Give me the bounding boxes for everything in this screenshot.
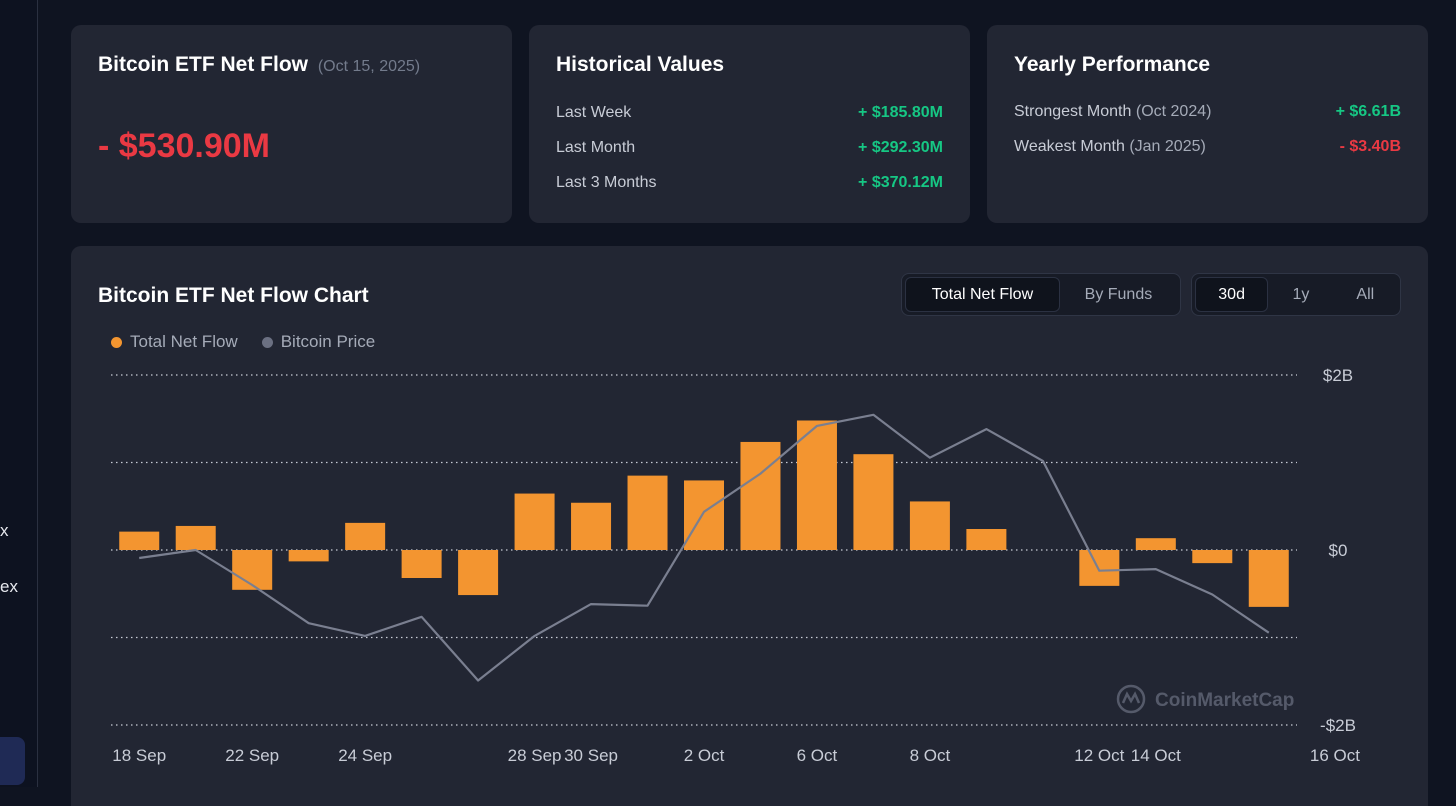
view-toggle: Total Net Flow By Funds <box>901 273 1181 316</box>
chart-title: Bitcoin ETF Net Flow Chart <box>98 284 369 307</box>
sidebar-item-fragment[interactable]: x <box>0 521 9 540</box>
net-flow-bar <box>909 501 950 550</box>
range-toggle: 30d 1y All <box>1191 273 1401 316</box>
legend-label: Total Net Flow <box>130 332 238 351</box>
net-flow-date: (Oct 15, 2025) <box>317 58 421 75</box>
legend-item-bitcoin-price[interactable]: Bitcoin Price <box>261 332 376 352</box>
row-value: + $370.12M <box>858 174 943 191</box>
row-value: + $292.30M <box>858 139 943 156</box>
net-flow-bar <box>627 475 668 550</box>
yearly-title: Yearly Performance <box>1014 53 1211 76</box>
row-label: Strongest Month (Oct 2024) <box>1014 103 1211 121</box>
x-tick-label: 16 Oct <box>1310 746 1360 765</box>
total-net-flow-tab[interactable]: Total Net Flow <box>905 277 1060 312</box>
net-flow-bar <box>966 529 1007 550</box>
chart-bars <box>119 420 1289 607</box>
x-tick-label: 28 Sep <box>508 746 562 765</box>
historical-title: Historical Values <box>556 53 725 76</box>
row-label-sub: (Jan 2025) <box>1129 138 1206 155</box>
x-tick-label: 24 Sep <box>338 746 392 765</box>
net-flow-bar <box>571 502 612 550</box>
range-30d-tab[interactable]: 30d <box>1195 277 1269 312</box>
historical-row-last-month: Last Month + $292.30M <box>556 139 943 161</box>
row-label: Weakest Month (Jan 2025) <box>1014 138 1206 156</box>
net-flow-bar <box>119 531 160 550</box>
x-tick-label: 6 Oct <box>797 746 838 765</box>
net-flow-card: Bitcoin ETF Net Flow (Oct 15, 2025) - $5… <box>71 25 512 223</box>
row-value: - $3.40B <box>1339 138 1401 155</box>
row-label-main: Weakest Month <box>1014 138 1125 155</box>
historical-row-last-week: Last Week + $185.80M <box>556 104 943 126</box>
row-label-sub: (Oct 2024) <box>1135 103 1212 120</box>
net-flow-bar <box>853 454 894 550</box>
row-value: + $185.80M <box>858 104 943 121</box>
sidebar-item-fragment[interactable]: ex <box>0 577 18 596</box>
historical-values-card: Historical Values Last Week + $185.80M L… <box>529 25 970 223</box>
x-tick-label: 18 Sep <box>112 746 166 765</box>
net-flow-title: Bitcoin ETF Net Flow <box>98 53 308 76</box>
sidebar-active-button[interactable] <box>0 737 25 785</box>
yearly-performance-card: Yearly Performance Strongest Month (Oct … <box>987 25 1428 223</box>
net-flow-bar <box>288 550 329 562</box>
net-flow-bar <box>1192 550 1233 564</box>
watermark-text: CoinMarketCap <box>1155 690 1294 711</box>
x-tick-label: 22 Sep <box>225 746 279 765</box>
coinmarketcap-logo-mark <box>1121 691 1141 704</box>
x-tick-label: 12 Oct <box>1074 746 1124 765</box>
legend-dot-bitcoin-price <box>261 336 273 348</box>
chart-price-line <box>139 413 1270 682</box>
x-tick-label: 14 Oct <box>1131 746 1181 765</box>
row-value: + $6.61B <box>1335 103 1401 120</box>
y-tick-label: $2B <box>1323 366 1353 385</box>
legend-dot-net-flow <box>111 336 122 348</box>
net-flow-bar <box>1079 550 1120 586</box>
legend-item-net-flow[interactable]: Total Net Flow <box>111 332 238 352</box>
chart-y-ticks: $2B $0 -$2B <box>1320 366 1356 735</box>
range-1y-tab[interactable]: 1y <box>1292 286 1310 303</box>
x-tick-label: 30 Sep <box>564 746 618 765</box>
historical-row-last-3-months: Last 3 Months + $370.12M <box>556 174 943 196</box>
net-flow-value: - $530.90M <box>98 127 270 165</box>
net-flow-bar <box>232 550 273 590</box>
row-label: Last 3 Months <box>556 174 657 191</box>
by-funds-tab[interactable]: By Funds <box>1084 286 1153 303</box>
watermark: CoinMarketCap <box>1116 684 1294 714</box>
row-label: Last Month <box>556 139 636 156</box>
net-flow-bar <box>1135 538 1176 550</box>
sidebar: x ex <box>0 0 38 787</box>
coinmarketcap-logo-icon <box>1116 684 1146 714</box>
net-flow-bar <box>514 493 555 550</box>
net-flow-bar <box>345 522 386 550</box>
row-label-main: Strongest Month <box>1014 103 1132 120</box>
bitcoin-price-line <box>139 413 1270 682</box>
net-flow-bar <box>796 420 837 550</box>
net-flow-bar <box>458 550 499 596</box>
legend-label: Bitcoin Price <box>280 332 376 351</box>
y-tick-label: $0 <box>1329 541 1348 560</box>
range-all-tab[interactable]: All <box>1356 286 1375 303</box>
x-tick-label: 2 Oct <box>684 746 725 765</box>
net-flow-bar <box>1248 550 1289 607</box>
card-title: Bitcoin ETF Net Flow (Oct 15, 2025) <box>98 53 420 77</box>
row-label: Last Week <box>556 104 632 121</box>
net-flow-bar <box>175 525 216 550</box>
net-flow-bar <box>401 550 442 578</box>
yearly-row-strongest: Strongest Month (Oct 2024) + $6.61B <box>1014 103 1401 125</box>
yearly-row-weakest: Weakest Month (Jan 2025) - $3.40B <box>1014 138 1401 160</box>
y-tick-label: -$2B <box>1320 716 1356 735</box>
net-flow-bar <box>740 441 781 550</box>
net-flow-chart: CoinMarketCap $2B $0 -$2B 18 Sep 22 Sep 24 S… <box>111 366 1360 765</box>
chart-x-ticks: 18 Sep 22 Sep 24 Sep 28 Sep 30 Sep 2 Oct 6 Oct… <box>112 746 1360 765</box>
chart-legend: Total Net Flow Bitcoin Price <box>111 332 375 352</box>
x-tick-label: 8 Oct <box>910 746 951 765</box>
net-flow-bar <box>684 480 724 550</box>
